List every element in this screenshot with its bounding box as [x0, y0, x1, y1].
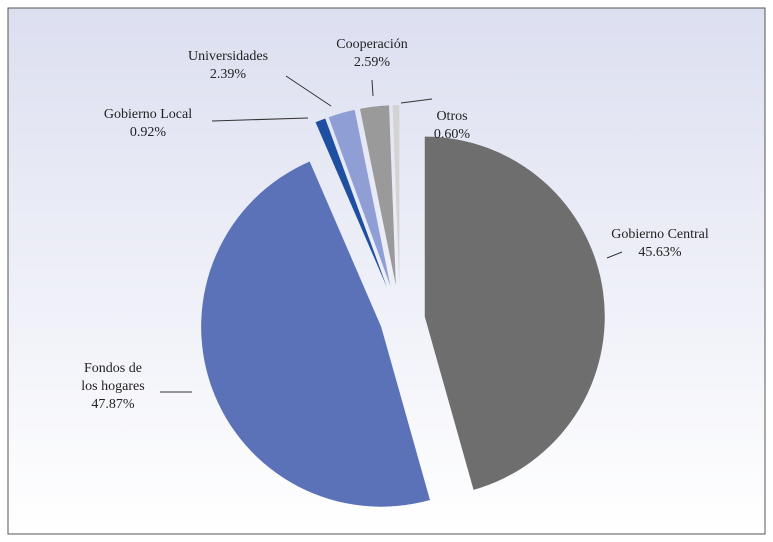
leader-line: [211, 117, 309, 122]
value-label: 45.63%: [638, 245, 682, 260]
label-line: Gobierno Central: [611, 227, 709, 242]
label-line: Fondos de: [84, 361, 142, 376]
leader-line: [285, 75, 332, 107]
slice-label: Gobierno Central: [611, 227, 709, 242]
pie-slice: [315, 118, 388, 288]
label-line: Universidades: [188, 49, 268, 64]
value-label: 47.87%: [91, 397, 135, 412]
value-label: 0.60%: [434, 127, 471, 142]
slice-label: Universidades: [188, 49, 268, 64]
slice-label: Fondos de los hogares: [81, 361, 144, 394]
pie-slice: [392, 105, 400, 286]
label-line: Gobierno Local: [104, 107, 192, 122]
pie-slice: [328, 109, 391, 287]
label-line: los hogares: [81, 379, 144, 394]
leader-line: [606, 251, 623, 259]
slice-label: Gobierno Local: [104, 107, 192, 122]
value-label: 2.39%: [210, 67, 247, 82]
label-line: Otros: [436, 109, 467, 124]
pie-slice: [360, 105, 396, 286]
slice-label: Cooperación: [336, 37, 408, 52]
leader-line: [400, 98, 433, 104]
value-label: 0.92%: [130, 125, 167, 140]
pie-slice: [201, 161, 430, 507]
leader-line: [371, 79, 374, 97]
pie-slice: [424, 136, 605, 490]
label-line: Cooperación: [336, 37, 408, 52]
slice-label: Otros: [436, 109, 467, 124]
value-label: 2.59%: [354, 55, 391, 70]
